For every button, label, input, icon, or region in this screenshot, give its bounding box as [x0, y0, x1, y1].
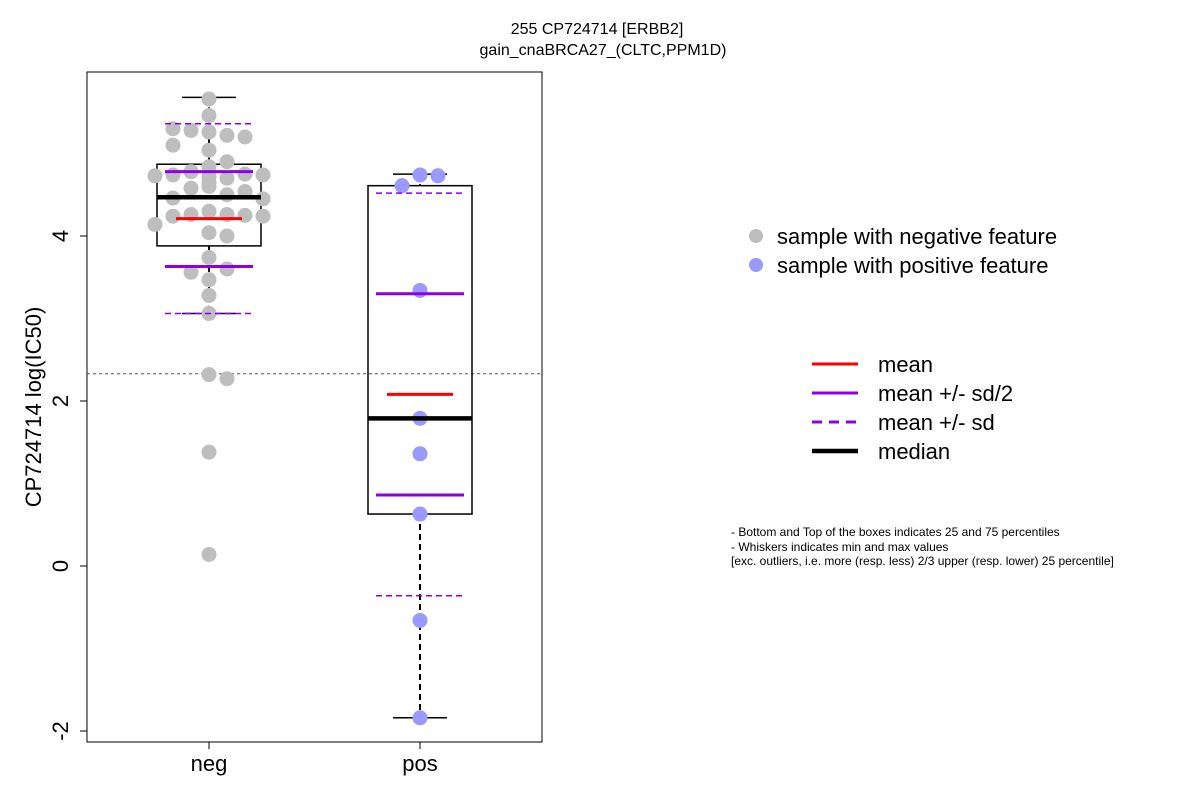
data-point: [412, 167, 428, 183]
data-point: [147, 168, 163, 184]
data-point: [219, 154, 235, 170]
data-point: [219, 170, 235, 186]
data-point: [201, 225, 217, 241]
data-point: [237, 166, 253, 182]
data-point: [201, 142, 217, 158]
legend-point-label: sample with positive feature: [777, 253, 1048, 278]
legend-line-label: mean +/- sd/2: [878, 381, 1013, 406]
y-tick-label: 0: [48, 560, 73, 572]
data-point: [201, 124, 217, 140]
data-point: [412, 446, 428, 462]
data-point: [183, 180, 199, 196]
note-line-2: - Whiskers indicates min and max values: [731, 540, 949, 554]
note-line-1: - Bottom and Top of the boxes indicates …: [731, 525, 1060, 539]
data-point: [219, 261, 235, 277]
data-point: [201, 179, 217, 194]
note-line-3: [exc. outliers, i.e. more (resp. less) 2…: [731, 554, 1114, 568]
group-pos: [367, 167, 473, 726]
group-neg: [147, 91, 271, 562]
data-point: [412, 612, 428, 628]
y-axis-label: CP724714 log(IC50): [21, 307, 46, 508]
data-point: [219, 187, 235, 203]
data-point: [183, 122, 199, 138]
x-tick-label-neg: neg: [191, 751, 228, 776]
plot-area: -2 0 2 4 neg pos: [48, 71, 543, 776]
data-point: [412, 710, 428, 726]
chart-title: 255 CP724714 [ERBB2]: [511, 21, 684, 38]
data-point: [219, 371, 235, 387]
data-point: [201, 546, 217, 562]
y-tick-label: 2: [48, 395, 73, 407]
data-point: [219, 228, 235, 244]
legend-point-label: sample with negative feature: [777, 224, 1057, 249]
legend-line-label: mean +/- sd: [878, 410, 995, 435]
data-point: [430, 168, 446, 184]
data-point: [165, 137, 181, 153]
data-point: [201, 91, 217, 107]
data-point: [219, 127, 235, 143]
data-point: [201, 203, 217, 219]
data-point: [412, 506, 428, 522]
data-point: [201, 108, 217, 124]
legend-line-label: mean: [878, 352, 933, 377]
data-point: [412, 282, 428, 298]
plot-frame: [86, 71, 543, 743]
data-point: [201, 444, 217, 460]
legend-line-label: median: [878, 439, 950, 464]
data-point: [183, 264, 199, 280]
y-tick-label: -2: [48, 721, 73, 741]
data-point: [147, 216, 163, 232]
data-point: [255, 208, 271, 224]
data-point: [201, 272, 217, 288]
data-point: [165, 121, 181, 137]
data-point: [237, 207, 253, 223]
data-point: [201, 287, 217, 303]
data-point: [165, 167, 181, 183]
data-point: [394, 178, 410, 194]
legend-point-marker: [749, 258, 763, 272]
legend-point-marker: [749, 229, 763, 243]
data-point: [237, 129, 253, 145]
x-tick-label-pos: pos: [402, 751, 437, 776]
data-point: [201, 249, 217, 265]
legend: sample with negative feature sample with …: [749, 224, 1057, 464]
data-point: [165, 208, 181, 224]
y-tick-label: 4: [48, 230, 73, 242]
iqr-box: [367, 184, 473, 515]
data-point: [255, 167, 271, 183]
chart-subtitle: gain_cnaBRCA27_(CLTC,PPM1D): [480, 42, 727, 59]
data-point: [201, 367, 217, 383]
